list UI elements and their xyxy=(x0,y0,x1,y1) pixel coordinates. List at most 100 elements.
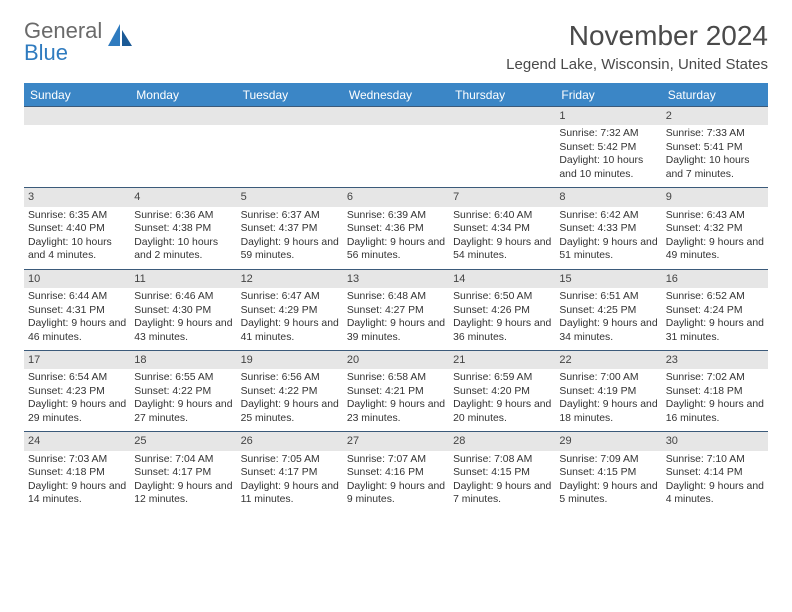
day-number: 22 xyxy=(555,351,661,369)
weekday-header: Thursday xyxy=(449,84,555,107)
sunset-line: Sunset: 4:38 PM xyxy=(134,222,232,236)
day-content: Sunrise: 7:05 AMSunset: 4:17 PMDaylight:… xyxy=(237,451,343,513)
calendar-cell: 22Sunrise: 7:00 AMSunset: 4:19 PMDayligh… xyxy=(555,351,661,432)
day-content xyxy=(449,125,555,177)
daylight-line: Daylight: 9 hours and 25 minutes. xyxy=(241,398,339,425)
calendar-cell: 21Sunrise: 6:59 AMSunset: 4:20 PMDayligh… xyxy=(449,351,555,432)
daylight-line: Daylight: 9 hours and 23 minutes. xyxy=(347,398,445,425)
calendar-cell: 20Sunrise: 6:58 AMSunset: 4:21 PMDayligh… xyxy=(343,351,449,432)
calendar-cell: 25Sunrise: 7:04 AMSunset: 4:17 PMDayligh… xyxy=(130,432,236,513)
day-content: Sunrise: 6:36 AMSunset: 4:38 PMDaylight:… xyxy=(130,207,236,269)
day-content: Sunrise: 7:33 AMSunset: 5:41 PMDaylight:… xyxy=(662,125,768,187)
sunset-line: Sunset: 4:22 PM xyxy=(241,385,339,399)
day-content: Sunrise: 6:40 AMSunset: 4:34 PMDaylight:… xyxy=(449,207,555,269)
sunset-line: Sunset: 4:18 PM xyxy=(28,466,126,480)
day-number: 7 xyxy=(449,188,555,206)
day-number xyxy=(449,107,555,125)
daylight-line: Daylight: 9 hours and 39 minutes. xyxy=(347,317,445,344)
calendar-cell: 12Sunrise: 6:47 AMSunset: 4:29 PMDayligh… xyxy=(237,269,343,350)
sunrise-line: Sunrise: 6:47 AM xyxy=(241,290,339,304)
calendar-cell xyxy=(343,107,449,188)
day-number: 27 xyxy=(343,432,449,450)
weekday-header: Saturday xyxy=(662,84,768,107)
calendar-row: 3Sunrise: 6:35 AMSunset: 4:40 PMDaylight… xyxy=(24,188,768,269)
day-content: Sunrise: 7:03 AMSunset: 4:18 PMDaylight:… xyxy=(24,451,130,513)
calendar-cell xyxy=(449,107,555,188)
daylight-line: Daylight: 9 hours and 56 minutes. xyxy=(347,236,445,263)
sunset-line: Sunset: 4:25 PM xyxy=(559,304,657,318)
calendar-cell: 5Sunrise: 6:37 AMSunset: 4:37 PMDaylight… xyxy=(237,188,343,269)
sunset-line: Sunset: 4:36 PM xyxy=(347,222,445,236)
day-content: Sunrise: 7:32 AMSunset: 5:42 PMDaylight:… xyxy=(555,125,661,187)
daylight-line: Daylight: 9 hours and 4 minutes. xyxy=(666,480,764,507)
daylight-line: Daylight: 9 hours and 51 minutes. xyxy=(559,236,657,263)
month-title: November 2024 xyxy=(506,20,768,52)
sunrise-line: Sunrise: 7:10 AM xyxy=(666,453,764,467)
day-number: 9 xyxy=(662,188,768,206)
logo: General Blue xyxy=(24,20,134,64)
sunset-line: Sunset: 4:27 PM xyxy=(347,304,445,318)
title-block: November 2024 Legend Lake, Wisconsin, Un… xyxy=(506,20,768,73)
daylight-line: Daylight: 9 hours and 36 minutes. xyxy=(453,317,551,344)
daylight-line: Daylight: 9 hours and 41 minutes. xyxy=(241,317,339,344)
calendar-row: 1Sunrise: 7:32 AMSunset: 5:42 PMDaylight… xyxy=(24,107,768,188)
sunrise-line: Sunrise: 6:50 AM xyxy=(453,290,551,304)
sunrise-line: Sunrise: 7:09 AM xyxy=(559,453,657,467)
day-content: Sunrise: 6:47 AMSunset: 4:29 PMDaylight:… xyxy=(237,288,343,350)
day-content: Sunrise: 6:44 AMSunset: 4:31 PMDaylight:… xyxy=(24,288,130,350)
day-content: Sunrise: 6:52 AMSunset: 4:24 PMDaylight:… xyxy=(662,288,768,350)
day-content: Sunrise: 7:02 AMSunset: 4:18 PMDaylight:… xyxy=(662,369,768,431)
daylight-line: Daylight: 9 hours and 49 minutes. xyxy=(666,236,764,263)
day-number: 4 xyxy=(130,188,236,206)
day-number: 19 xyxy=(237,351,343,369)
daylight-line: Daylight: 9 hours and 7 minutes. xyxy=(453,480,551,507)
day-number xyxy=(24,107,130,125)
calendar-cell: 7Sunrise: 6:40 AMSunset: 4:34 PMDaylight… xyxy=(449,188,555,269)
day-content: Sunrise: 6:48 AMSunset: 4:27 PMDaylight:… xyxy=(343,288,449,350)
sunset-line: Sunset: 4:30 PM xyxy=(134,304,232,318)
calendar-cell: 4Sunrise: 6:36 AMSunset: 4:38 PMDaylight… xyxy=(130,188,236,269)
sunset-line: Sunset: 4:24 PM xyxy=(666,304,764,318)
calendar-cell: 26Sunrise: 7:05 AMSunset: 4:17 PMDayligh… xyxy=(237,432,343,513)
daylight-line: Daylight: 9 hours and 54 minutes. xyxy=(453,236,551,263)
sunrise-line: Sunrise: 6:54 AM xyxy=(28,371,126,385)
daylight-line: Daylight: 9 hours and 5 minutes. xyxy=(559,480,657,507)
day-content: Sunrise: 6:51 AMSunset: 4:25 PMDaylight:… xyxy=(555,288,661,350)
daylight-line: Daylight: 9 hours and 11 minutes. xyxy=(241,480,339,507)
day-content: Sunrise: 6:37 AMSunset: 4:37 PMDaylight:… xyxy=(237,207,343,269)
calendar-cell: 24Sunrise: 7:03 AMSunset: 4:18 PMDayligh… xyxy=(24,432,130,513)
calendar-cell: 15Sunrise: 6:51 AMSunset: 4:25 PMDayligh… xyxy=(555,269,661,350)
sunset-line: Sunset: 4:18 PM xyxy=(666,385,764,399)
calendar-cell: 17Sunrise: 6:54 AMSunset: 4:23 PMDayligh… xyxy=(24,351,130,432)
calendar-cell: 1Sunrise: 7:32 AMSunset: 5:42 PMDaylight… xyxy=(555,107,661,188)
day-number: 6 xyxy=(343,188,449,206)
day-number: 30 xyxy=(662,432,768,450)
daylight-line: Daylight: 9 hours and 31 minutes. xyxy=(666,317,764,344)
sunset-line: Sunset: 4:21 PM xyxy=(347,385,445,399)
day-number: 15 xyxy=(555,270,661,288)
daylight-line: Daylight: 9 hours and 12 minutes. xyxy=(134,480,232,507)
sunrise-line: Sunrise: 6:56 AM xyxy=(241,371,339,385)
daylight-line: Daylight: 9 hours and 9 minutes. xyxy=(347,480,445,507)
calendar-cell: 23Sunrise: 7:02 AMSunset: 4:18 PMDayligh… xyxy=(662,351,768,432)
sunrise-line: Sunrise: 7:08 AM xyxy=(453,453,551,467)
day-content: Sunrise: 7:07 AMSunset: 4:16 PMDaylight:… xyxy=(343,451,449,513)
calendar-cell: 29Sunrise: 7:09 AMSunset: 4:15 PMDayligh… xyxy=(555,432,661,513)
calendar-cell: 2Sunrise: 7:33 AMSunset: 5:41 PMDaylight… xyxy=(662,107,768,188)
logo-text: General Blue xyxy=(24,20,102,64)
day-number: 18 xyxy=(130,351,236,369)
calendar-table: SundayMondayTuesdayWednesdayThursdayFrid… xyxy=(24,83,768,513)
sunrise-line: Sunrise: 7:02 AM xyxy=(666,371,764,385)
sunset-line: Sunset: 4:33 PM xyxy=(559,222,657,236)
daylight-line: Daylight: 9 hours and 43 minutes. xyxy=(134,317,232,344)
day-number: 26 xyxy=(237,432,343,450)
calendar-cell: 14Sunrise: 6:50 AMSunset: 4:26 PMDayligh… xyxy=(449,269,555,350)
day-number: 3 xyxy=(24,188,130,206)
logo-text-blue: Blue xyxy=(24,40,68,65)
day-content: Sunrise: 6:42 AMSunset: 4:33 PMDaylight:… xyxy=(555,207,661,269)
sunset-line: Sunset: 4:15 PM xyxy=(559,466,657,480)
calendar-cell: 10Sunrise: 6:44 AMSunset: 4:31 PMDayligh… xyxy=(24,269,130,350)
calendar-row: 24Sunrise: 7:03 AMSunset: 4:18 PMDayligh… xyxy=(24,432,768,513)
calendar-cell: 16Sunrise: 6:52 AMSunset: 4:24 PMDayligh… xyxy=(662,269,768,350)
calendar-cell: 19 Sunrise: 6:56 AMSunset: 4:22 PMDayligh… xyxy=(237,351,343,432)
